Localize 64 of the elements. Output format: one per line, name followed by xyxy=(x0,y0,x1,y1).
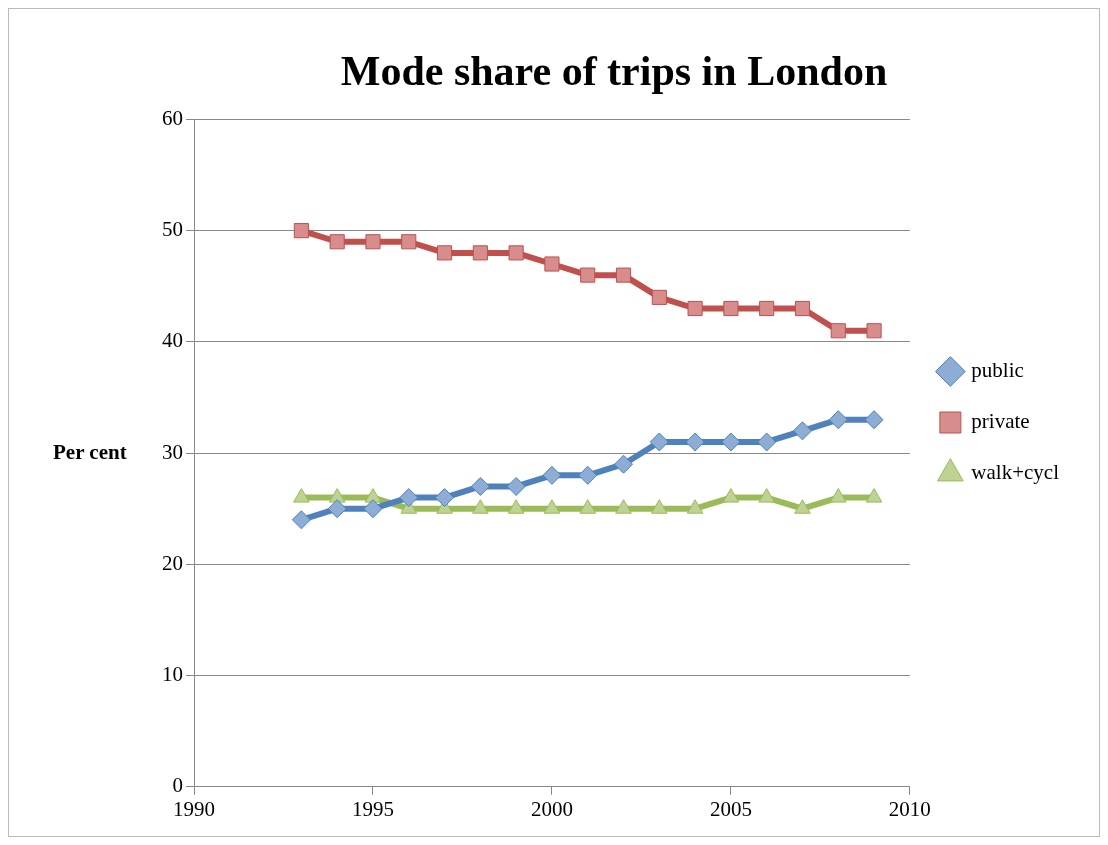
point xyxy=(615,267,632,283)
point xyxy=(401,234,417,250)
point xyxy=(293,223,309,239)
point xyxy=(508,245,524,261)
point xyxy=(580,267,596,283)
point xyxy=(615,499,632,514)
y-tick-label: 0 xyxy=(172,773,183,798)
point xyxy=(829,488,847,503)
y-tick-label: 30 xyxy=(162,439,183,464)
point xyxy=(792,421,812,441)
point xyxy=(293,488,310,503)
point xyxy=(757,432,777,452)
x-tick-label: 2010 xyxy=(888,796,931,821)
point xyxy=(723,300,739,317)
point xyxy=(291,510,311,530)
point xyxy=(794,499,811,514)
point xyxy=(651,499,668,514)
point xyxy=(687,300,703,317)
chart-title: Mode share of trips in London xyxy=(340,48,888,95)
legend-label: walk+cycl xyxy=(971,460,1060,485)
point xyxy=(864,410,884,430)
x-tick-label: 2000 xyxy=(530,796,573,821)
point xyxy=(365,234,381,250)
point xyxy=(865,488,883,503)
point xyxy=(721,432,741,452)
point xyxy=(542,465,562,485)
point xyxy=(649,432,669,452)
point xyxy=(686,499,704,514)
point xyxy=(828,410,848,430)
point xyxy=(472,245,488,261)
point xyxy=(327,499,347,519)
point xyxy=(759,300,775,317)
point xyxy=(578,465,598,485)
legend-label: private xyxy=(971,409,1030,434)
point xyxy=(722,488,740,503)
point xyxy=(866,323,882,339)
x-tick-label: 2005 xyxy=(709,796,752,821)
point xyxy=(579,499,597,514)
y-tick-label: 10 xyxy=(162,662,183,687)
legend-label: public xyxy=(971,358,1024,383)
point xyxy=(507,499,525,514)
point xyxy=(363,499,383,519)
x-tick-label: 1995 xyxy=(351,796,394,821)
point xyxy=(614,454,634,474)
point xyxy=(685,432,705,452)
point xyxy=(830,323,846,339)
point xyxy=(329,234,345,250)
point xyxy=(758,488,775,503)
point xyxy=(794,300,811,317)
point xyxy=(506,476,526,496)
y-axis-title: Per cent xyxy=(53,439,127,464)
point xyxy=(436,245,453,261)
point xyxy=(435,488,455,508)
point xyxy=(543,499,561,514)
y-tick-label: 40 xyxy=(162,328,183,353)
point xyxy=(544,256,560,272)
y-tick-label: 50 xyxy=(162,217,183,242)
x-tick-label: 1990 xyxy=(173,796,215,821)
point xyxy=(651,289,667,305)
point xyxy=(399,488,419,508)
point xyxy=(472,499,489,514)
point xyxy=(470,476,490,496)
y-tick-label: 60 xyxy=(162,105,183,130)
y-tick-label: 20 xyxy=(162,550,183,575)
